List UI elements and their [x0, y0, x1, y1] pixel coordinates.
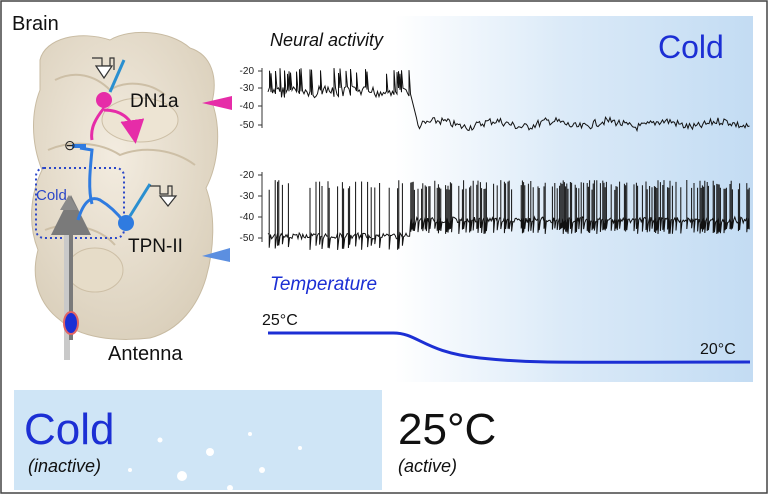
tpn-tick-label: -50 [240, 233, 255, 244]
cold-region-label: Cold [36, 187, 67, 204]
tpn-voltage-axis: -20 -30 -40 -50 [240, 170, 263, 244]
antenna-label: Antenna [108, 343, 183, 365]
tpn-label: TPN-II [128, 236, 183, 257]
cold-state-status: (inactive) [28, 456, 101, 476]
warm-state-status: (active) [398, 456, 457, 476]
dn1a-output-arrow [103, 108, 145, 144]
cold-region-box [35, 167, 125, 239]
dn1a-voltage-axis: -20 -30 -40 -50 [240, 66, 263, 131]
brain-illustration [31, 31, 219, 340]
cold-state-box [14, 390, 382, 490]
tpn-tick-label: -20 [240, 170, 255, 181]
temperature-trace [268, 331, 751, 364]
antenna-cold-receptor [63, 311, 79, 335]
dn1a-trace-pointer [202, 96, 232, 110]
electrode-icon-dn1a [92, 57, 126, 93]
tpn-tick-label: -40 [240, 212, 255, 223]
temperature-end-label: 20°C [700, 341, 736, 358]
cold-state-title: Cold [24, 405, 115, 454]
dn1a-tick-label: -20 [240, 66, 255, 77]
electrode-icon-tpn [128, 183, 178, 217]
inhibition-icon: ⊖ [64, 137, 76, 153]
brain-title: Brain [12, 13, 59, 35]
tpn-soma [118, 215, 134, 231]
tpn-axon [79, 146, 94, 205]
input-triangle-icon [60, 195, 78, 210]
temperature-title: Temperature [270, 274, 377, 295]
dn1a-soma [96, 92, 112, 108]
temperature-start-label: 25°C [262, 312, 298, 329]
neural-activity-title: Neural activity [270, 30, 384, 50]
dn1a-tick-label: -40 [240, 101, 255, 112]
warm-state-title: 25°C [398, 405, 496, 454]
tpn-tick-label: -30 [240, 191, 255, 202]
dn1a-voltage-trace [267, 68, 750, 133]
dn1a-label: DN1a [130, 91, 179, 112]
snowflake-dots [128, 432, 302, 491]
tpn-dendrite [76, 197, 126, 223]
dn1a-tick-label: -50 [240, 120, 255, 131]
tpn-trace-pointer [202, 248, 230, 262]
dn1a-process [90, 107, 106, 141]
tpn-voltage-trace [267, 180, 750, 250]
cold-condition-label: Cold [658, 29, 724, 65]
dn1a-tick-label: -30 [240, 83, 255, 94]
